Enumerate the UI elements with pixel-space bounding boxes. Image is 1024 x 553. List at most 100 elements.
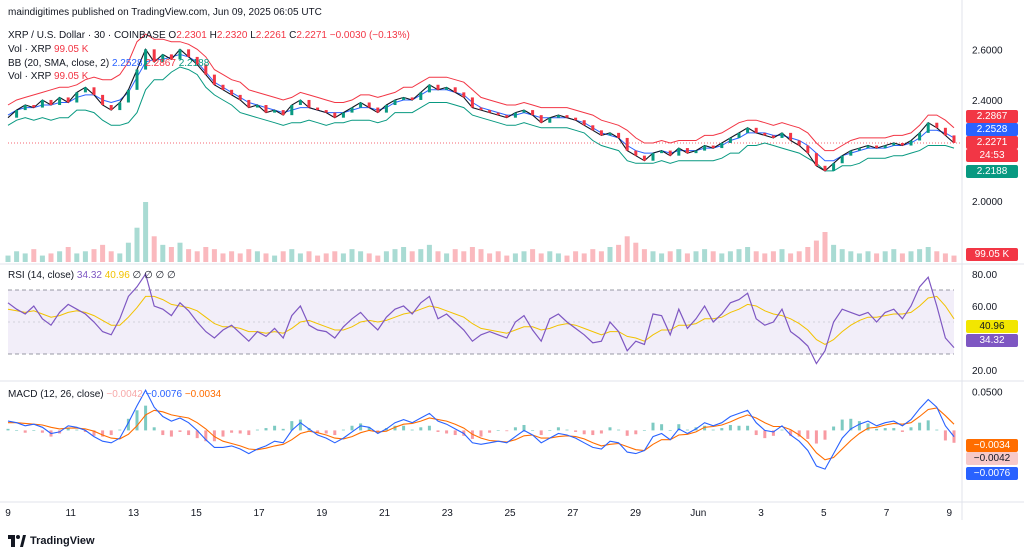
volume-bar [426,244,432,262]
macd-histogram-bar [505,430,509,432]
price-candle [720,143,724,149]
macd-histogram-bar [126,418,130,431]
price-badge: 2.2528 [966,123,1018,136]
price-candle [367,102,371,108]
macd-histogram-bar [660,424,664,431]
price-candle [685,148,689,154]
rsi-empty-3: ∅ [155,270,165,281]
volume-legend-2[interactable]: Vol · XRP 99.05 K [8,71,88,83]
symbol-legend[interactable]: XRP / U.S. Dollar · 30 · COINBASE O2.230… [8,30,410,42]
volume-bar [315,255,321,262]
price-candle [402,97,406,100]
volume-bar [229,251,235,262]
volume-bar [48,253,54,262]
volume-bar [951,255,957,262]
price-candle [75,92,79,103]
macd-histogram-bar [83,430,87,432]
x-tick-label: 11 [66,508,77,519]
price-tick-label: 2.4000 [972,96,1003,107]
x-tick-label: 21 [379,508,391,519]
macd-legend[interactable]: MACD (12, 26, close) −0.0042 −0.0076 −0.… [8,389,221,401]
price-candle [806,145,810,154]
macd-histogram-bar [556,427,560,431]
volume-legend-1[interactable]: Vol · XRP 99.05 K [8,44,88,56]
volume-bar [168,247,174,262]
macd-histogram-bar [900,430,904,432]
price-candle [49,99,53,106]
price-candle [599,130,603,136]
rsi-tick-label: 20.00 [972,366,997,377]
rsi-legend[interactable]: RSI (14, close) 34.32 40.96 ∅ ∅ ∅ ∅ [8,270,176,282]
price-candle [746,127,750,133]
price-candle [857,148,861,151]
macd-histogram-bar [711,429,715,431]
volume-bar [624,236,630,262]
price-candle [513,112,517,118]
price-candle [909,140,913,146]
rsi-ma-value: 40.96 [104,270,130,281]
volume-bar [100,244,106,262]
x-tick-label: 15 [191,508,203,519]
ohlc-low-label: L [250,30,256,41]
macd-histogram-bar [393,425,397,431]
volume-bar [366,253,372,262]
price-candle [900,143,904,146]
macd-histogram-bar [642,430,646,431]
price-candle [488,110,492,113]
macd-histogram-bar [926,420,930,431]
price-candle [58,97,62,106]
price-candle [187,49,191,57]
macd-histogram-bar [883,428,887,431]
macd-histogram-bar [763,430,767,439]
macd-histogram-bar [436,430,440,432]
volume-bar [590,249,596,262]
price-candle [814,153,818,166]
rsi-series [7,272,955,365]
price-candle [754,127,758,133]
macd-histogram-bar [118,429,122,431]
volume-bar [762,253,768,262]
volume-bar [74,253,80,262]
price-candle [290,105,294,116]
price-candle [668,150,672,156]
macd-histogram-bar [737,425,741,431]
price-series [7,48,955,172]
ohlc-low: 2.2261 [255,30,287,41]
price-candle [548,117,552,123]
volume-bar [659,253,665,262]
rsi-badge: 40.96 [966,320,1018,333]
ohlc-close-label: C [289,30,297,41]
macd-histogram-bar [264,428,268,431]
bb-legend[interactable]: BB (20, SMA, close, 2) 2.2528 2.2867 2.2… [8,58,209,70]
macd-histogram-bar [728,424,732,431]
volume-bar [934,251,940,262]
price-candle [617,132,621,138]
macd-histogram-bar [453,430,457,436]
price-candle [522,110,526,113]
ohlc-high: 2.2320 [216,30,248,41]
macd-histogram-bar [66,428,70,431]
price-candle [780,132,784,138]
x-tick-label: Jun [690,508,706,519]
price-candle [393,99,397,106]
volume-bar [452,249,458,262]
macd-badge: −0.0076 [966,467,1018,480]
price-candle [126,89,130,103]
price-candle [539,115,543,123]
macd-histogram-bar [376,430,380,432]
x-tick-label: 19 [316,508,328,519]
price-candle [582,120,586,126]
macd-histogram-bar [410,429,414,431]
x-tick-label: 9 [5,508,11,519]
price-candle [926,122,930,133]
macd-histogram-bar [496,430,500,431]
x-tick-label: 23 [442,508,454,519]
price-candle [238,94,242,100]
price-candle [212,74,216,85]
volume-bar [409,251,415,262]
volume-bar [340,253,346,262]
tradingview-logo[interactable]: TradingView [8,535,95,547]
volume-bar [375,255,381,262]
macd-histogram-bar [668,430,672,431]
price-candle [574,117,578,121]
